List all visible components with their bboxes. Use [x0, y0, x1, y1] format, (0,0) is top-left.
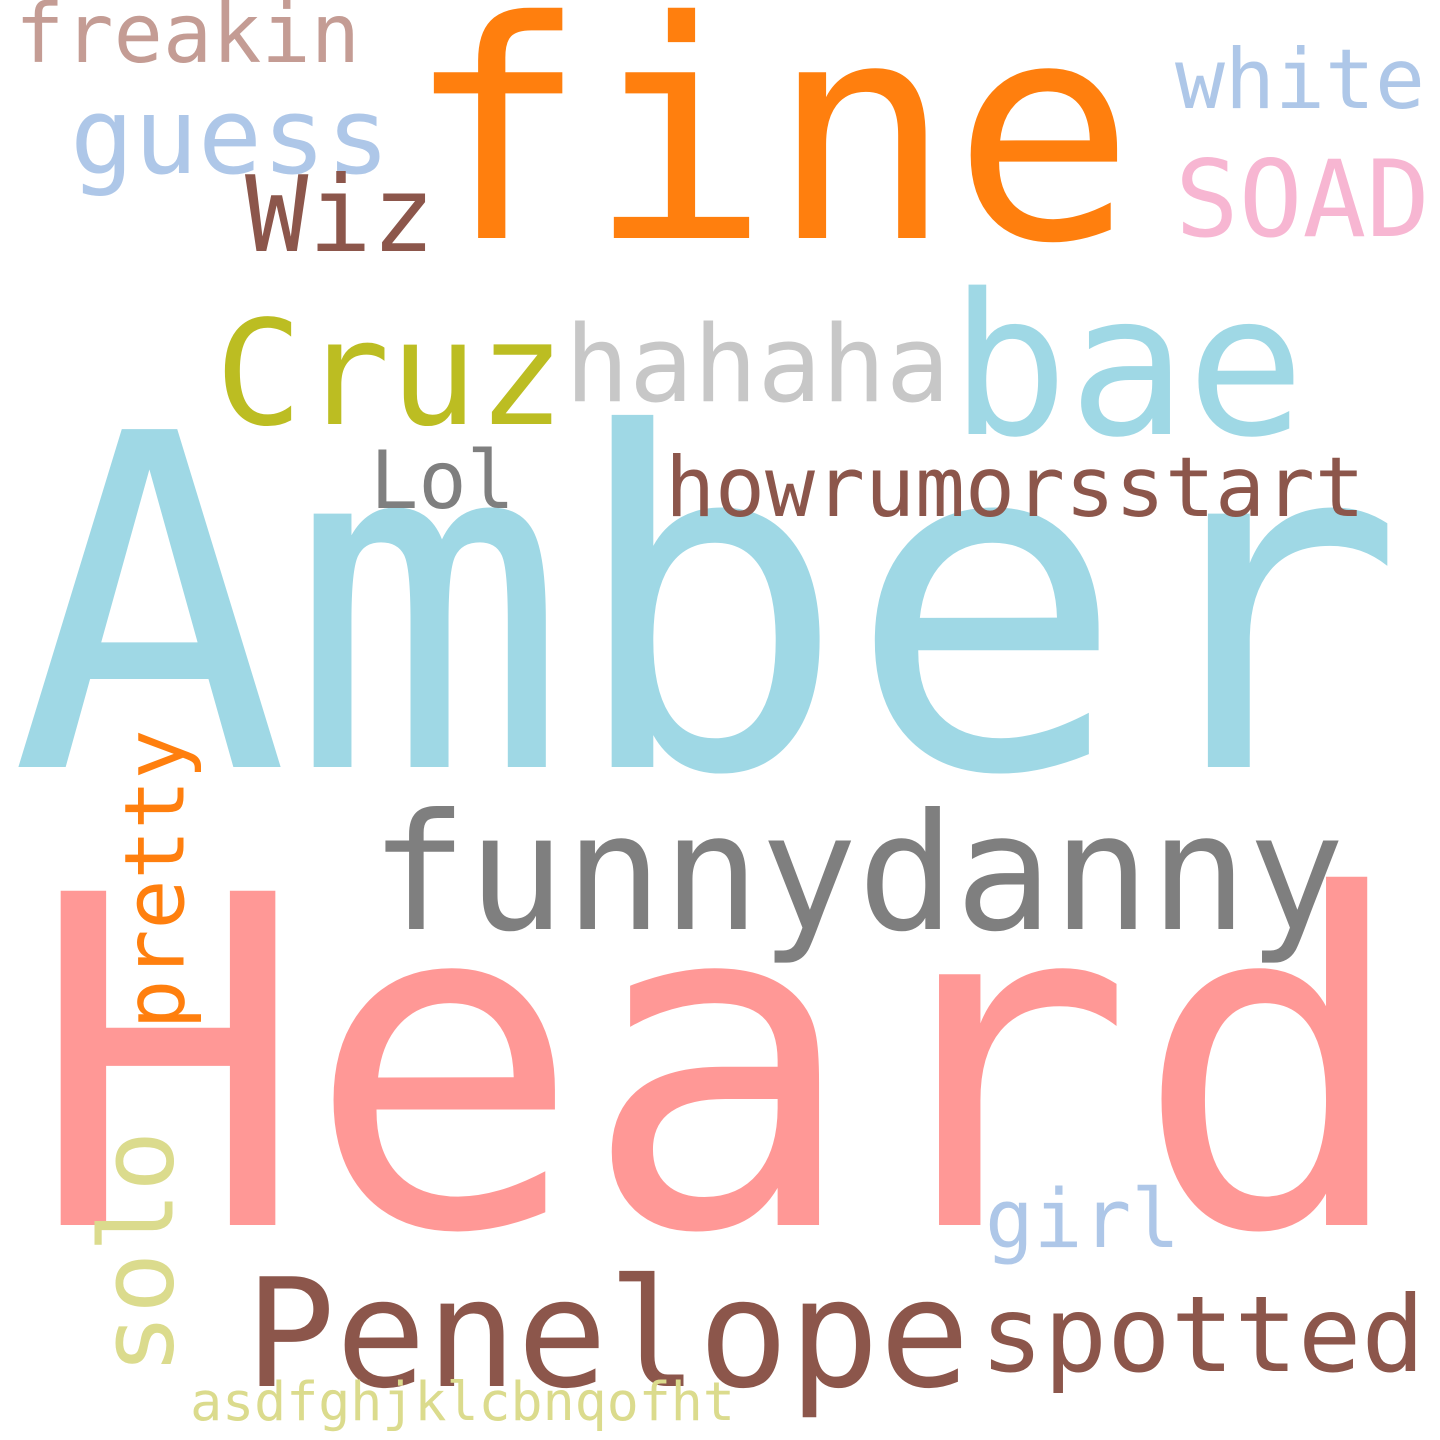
word-heard: Heard — [30, 800, 1410, 1335]
word-hahaha: hahaha — [565, 302, 950, 427]
word-white: white — [1175, 31, 1425, 129]
word-fine: fine — [405, 0, 1135, 311]
word-penelope: Penelope — [245, 1246, 970, 1422]
word-asdfghjklcbnqofht: asdfghjklcbnqofht — [190, 1370, 735, 1433]
word-wiz: Wiz — [245, 153, 435, 277]
word-bae: bae — [950, 253, 1305, 482]
word-amber: Amber — [10, 337, 1405, 877]
word-howrumorsstart: howrumorsstart — [665, 438, 1365, 536]
word-lol: Lol — [370, 432, 515, 527]
word-solo: solo — [77, 1130, 196, 1375]
word-girl: girl — [985, 1172, 1180, 1267]
word-funnydanny: funnydanny — [370, 780, 1345, 969]
word-cruz: Cruz — [215, 290, 565, 460]
word-pretty: pretty — [106, 730, 204, 1030]
word-guess: guess — [70, 75, 390, 200]
word-soad: SOAD — [1175, 138, 1430, 262]
word-freakin: freakin — [15, 0, 360, 83]
word-spotted: spotted — [980, 1273, 1425, 1397]
